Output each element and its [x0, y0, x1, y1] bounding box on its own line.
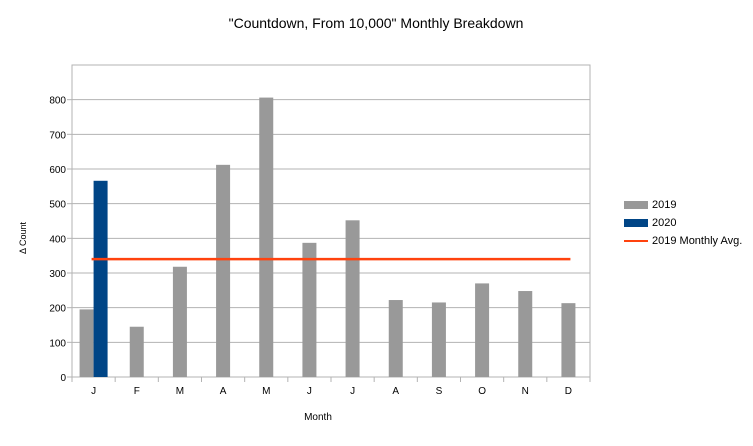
bar-2019: [431, 302, 446, 377]
y-tick-label: 400: [49, 234, 66, 245]
y-tick-label: 500: [49, 200, 66, 211]
y-tick-label: 200: [49, 304, 66, 315]
x-tick-label: J: [307, 386, 312, 397]
bar-2019: [172, 266, 187, 377]
y-axis-label: Δ Count: [18, 221, 28, 254]
y-tick-label: 100: [49, 338, 66, 349]
chart-title: "Countdown, From 10,000" Monthly Breakdo…: [229, 15, 524, 31]
x-tick-label: M: [262, 386, 270, 397]
y-tick-label: 700: [49, 130, 66, 141]
grid-layer: [72, 99, 590, 343]
x-tick-label: J: [91, 386, 96, 397]
legend-swatch-2020: [624, 219, 648, 227]
y-axis-ticks: 0 100 200 300 400 500 600 700 800: [49, 96, 72, 384]
x-tick-label: N: [522, 386, 529, 397]
x-tick-label: A: [392, 386, 399, 397]
x-axis-label: Month: [304, 412, 332, 423]
x-tick-label: O: [478, 386, 486, 397]
x-tick-label: F: [134, 386, 140, 397]
plot-area: [71, 64, 591, 378]
legend-label-2020: 2020: [652, 217, 677, 229]
y-tick-label: 800: [49, 96, 66, 107]
legend-item-monthly-avg: 2019 Monthly Avg.: [624, 232, 742, 250]
bar-2019: [475, 283, 490, 377]
bar-2019: [345, 220, 360, 377]
bar-2019: [259, 97, 274, 377]
y-tick-label: 0: [60, 373, 66, 384]
bar-2019: [518, 291, 533, 377]
x-tick-label: J: [350, 386, 355, 397]
x-tick-label: A: [220, 386, 227, 397]
x-tick-label: M: [176, 386, 184, 397]
legend-label-2019: 2019: [652, 199, 677, 211]
y-tick-label: 600: [49, 165, 66, 176]
bar-2019: [129, 326, 144, 377]
x-tick-label: S: [436, 386, 443, 397]
bar-2019: [302, 242, 317, 377]
bar-2020: [93, 180, 108, 377]
y-tick-label: 300: [49, 269, 66, 280]
legend: 2019 2020 2019 Monthly Avg.: [624, 196, 742, 250]
legend-line-monthly-avg: [624, 240, 648, 242]
bar-2019: [216, 164, 231, 377]
bar-2019: [561, 303, 576, 377]
legend-item-2020: 2020: [624, 214, 742, 232]
bar-2019: [79, 309, 94, 377]
legend-label-monthly-avg: 2019 Monthly Avg.: [652, 235, 743, 247]
legend-swatch-2019: [624, 201, 648, 209]
legend-item-2019: 2019: [624, 196, 742, 214]
bar-2019: [388, 300, 403, 377]
x-tick-label: D: [565, 386, 572, 397]
